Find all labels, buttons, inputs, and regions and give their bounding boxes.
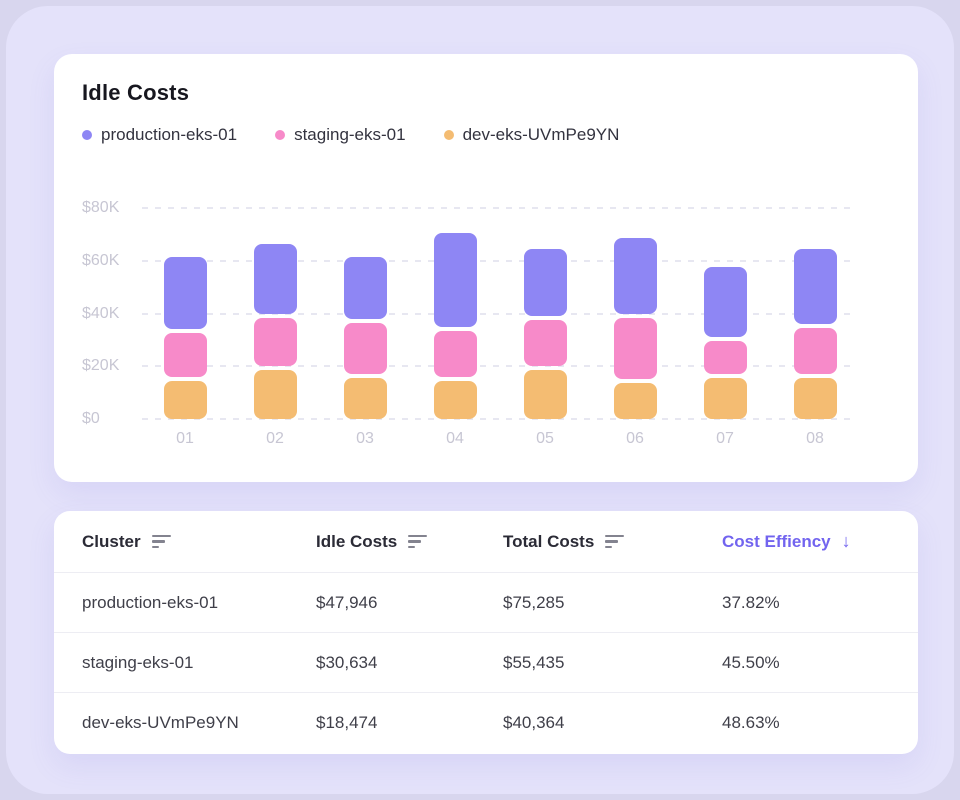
bar-segment-staging-eks-01-month-08[interactable]	[793, 328, 837, 375]
table-row-dev-eks-UVmPe9YN: dev-eks-UVmPe9YN $18,474 $40,364 48.63%	[54, 693, 918, 753]
table-header-row: Cluster Idle Costs Total Costs Cost Effienc…	[54, 511, 918, 573]
bar-segment-staging-eks-01-month-07[interactable]	[703, 341, 747, 375]
cell-cost-efficiency: 37.82%	[722, 592, 780, 612]
y-axis-tick-label: $0	[82, 410, 100, 427]
cell-cluster: dev-eks-UVmPe9YN	[82, 713, 239, 732]
bar-segment-dev-eks-UVmPe9YN-month-02[interactable]	[253, 370, 297, 419]
legend-dot	[82, 130, 92, 140]
column-header-label: Total Costs	[503, 531, 595, 551]
stacked-bar-chart: $0 $20K $40K $60K $80K	[54, 199, 918, 427]
bar-segment-production-eks-01-month-06[interactable]	[613, 238, 657, 314]
idle-costs-chart-card: Idle Costs production-eks-01 staging-eks-…	[54, 54, 918, 482]
bar-segment-staging-eks-01-month-06[interactable]	[613, 317, 657, 380]
bar-segment-dev-eks-UVmPe9YN-month-01[interactable]	[163, 380, 207, 419]
column-header-total-costs[interactable]: Total Costs	[503, 532, 722, 552]
bar-segment-staging-eks-01-month-04[interactable]	[433, 330, 477, 377]
sort-icon	[151, 534, 171, 549]
sort-icon	[605, 534, 625, 549]
gridline-$20K	[142, 365, 851, 368]
x-axis-tick-label: 02	[266, 430, 284, 447]
bar-segment-production-eks-01-month-05[interactable]	[523, 248, 567, 317]
column-header-label: Cost Effiency	[722, 531, 831, 551]
legend-item-dev-eks-UVmPe9YN[interactable]: dev-eks-UVmPe9YN	[443, 125, 620, 145]
bar-segment-dev-eks-UVmPe9YN-month-06[interactable]	[613, 383, 657, 419]
table-body: production-eks-01 $47,946 $75,285 37.82% sta…	[54, 573, 918, 753]
table-row-staging-eks-01: staging-eks-01 $30,634 $55,435 45.50%	[54, 633, 918, 693]
x-axis-tick-label: 06	[626, 430, 644, 447]
sort-icon	[408, 534, 428, 549]
y-axis-tick-label: $80K	[82, 199, 120, 216]
x-axis-tick-label: 05	[536, 430, 554, 447]
bar-segment-staging-eks-01-month-03[interactable]	[343, 322, 387, 375]
cell-total-costs: $75,285	[503, 592, 565, 612]
bar-segment-staging-eks-01-month-01[interactable]	[163, 333, 207, 377]
x-axis-tick-label: 08	[806, 430, 824, 447]
clusters-table-card: Cluster Idle Costs Total Costs Cost Effienc…	[54, 511, 918, 754]
cell-total-costs: $55,435	[503, 652, 565, 672]
column-header-label: Idle Costs	[316, 531, 398, 551]
cell-cluster: production-eks-01	[82, 592, 219, 612]
bar-segment-staging-eks-01-month-05[interactable]	[523, 320, 567, 367]
legend-label: dev-eks-UVmPe9YN	[462, 125, 620, 144]
bar-segment-dev-eks-UVmPe9YN-month-08[interactable]	[793, 378, 837, 419]
bar-segment-dev-eks-UVmPe9YN-month-05[interactable]	[523, 370, 567, 419]
cell-idle-costs: $18,474	[316, 713, 378, 732]
legend-item-production-eks-01[interactable]: production-eks-01	[82, 125, 237, 145]
cell-cluster: staging-eks-01	[82, 652, 194, 672]
y-axis-tick-label: $60K	[82, 251, 120, 269]
cell-idle-costs: $47,946	[316, 592, 378, 612]
chart-legend: production-eks-01 staging-eks-01 dev-eks-U…	[82, 125, 619, 145]
gridline-$60K	[142, 259, 851, 262]
column-header-cluster[interactable]: Cluster	[82, 532, 316, 552]
bar-segment-dev-eks-UVmPe9YN-month-03[interactable]	[343, 378, 387, 419]
x-axis-tick-label: 04	[446, 430, 464, 447]
column-header-label: Cluster	[82, 531, 141, 551]
bar-segment-production-eks-01-month-03[interactable]	[343, 256, 387, 319]
gridline-$80K	[142, 207, 851, 209]
x-axis-tick-label: 07	[716, 430, 734, 447]
column-header-idle-costs[interactable]: Idle Costs	[316, 532, 503, 552]
bar-segment-staging-eks-01-month-02[interactable]	[253, 317, 297, 367]
bar-segment-production-eks-01-month-07[interactable]	[703, 267, 747, 338]
column-header-cost-effiency[interactable]: Cost Effiency ↓	[722, 531, 890, 552]
y-axis-tick-label: $20K	[82, 357, 120, 375]
gridline-$0	[142, 418, 851, 420]
sort-descending-arrow-icon: ↓	[841, 531, 851, 551]
cell-cost-efficiency: 48.63%	[722, 713, 780, 732]
legend-dot	[275, 130, 286, 140]
cell-total-costs: $40,364	[503, 713, 565, 732]
x-axis-tick-label: 03	[356, 430, 374, 447]
bar-segment-dev-eks-UVmPe9YN-month-07[interactable]	[703, 378, 747, 419]
table-row-production-eks-01: production-eks-01 $47,946 $75,285 37.82%	[54, 573, 918, 633]
legend-label: production-eks-01	[101, 125, 238, 144]
cell-idle-costs: $30,634	[316, 652, 378, 672]
y-axis-tick-label: $40K	[82, 304, 120, 322]
card-title: Idle Costs	[82, 80, 190, 105]
dashboard-surface: Idle Costs production-eks-01 staging-eks-…	[6, 6, 954, 794]
bar-segment-production-eks-01-month-01[interactable]	[163, 256, 207, 330]
bar-segment-dev-eks-UVmPe9YN-month-04[interactable]	[433, 380, 477, 419]
legend-label: staging-eks-01	[294, 125, 406, 144]
cell-cost-efficiency: 45.50%	[722, 652, 780, 672]
legend-item-staging-eks-01[interactable]: staging-eks-01	[275, 125, 406, 145]
legend-dot	[443, 130, 454, 140]
x-axis-tick-label: 01	[176, 430, 194, 447]
gridline-$40K	[142, 312, 851, 315]
bar-segment-production-eks-01-month-02[interactable]	[253, 243, 297, 314]
bar-segment-production-eks-01-month-04[interactable]	[433, 233, 477, 327]
bar-segment-production-eks-01-month-08[interactable]	[793, 248, 837, 325]
